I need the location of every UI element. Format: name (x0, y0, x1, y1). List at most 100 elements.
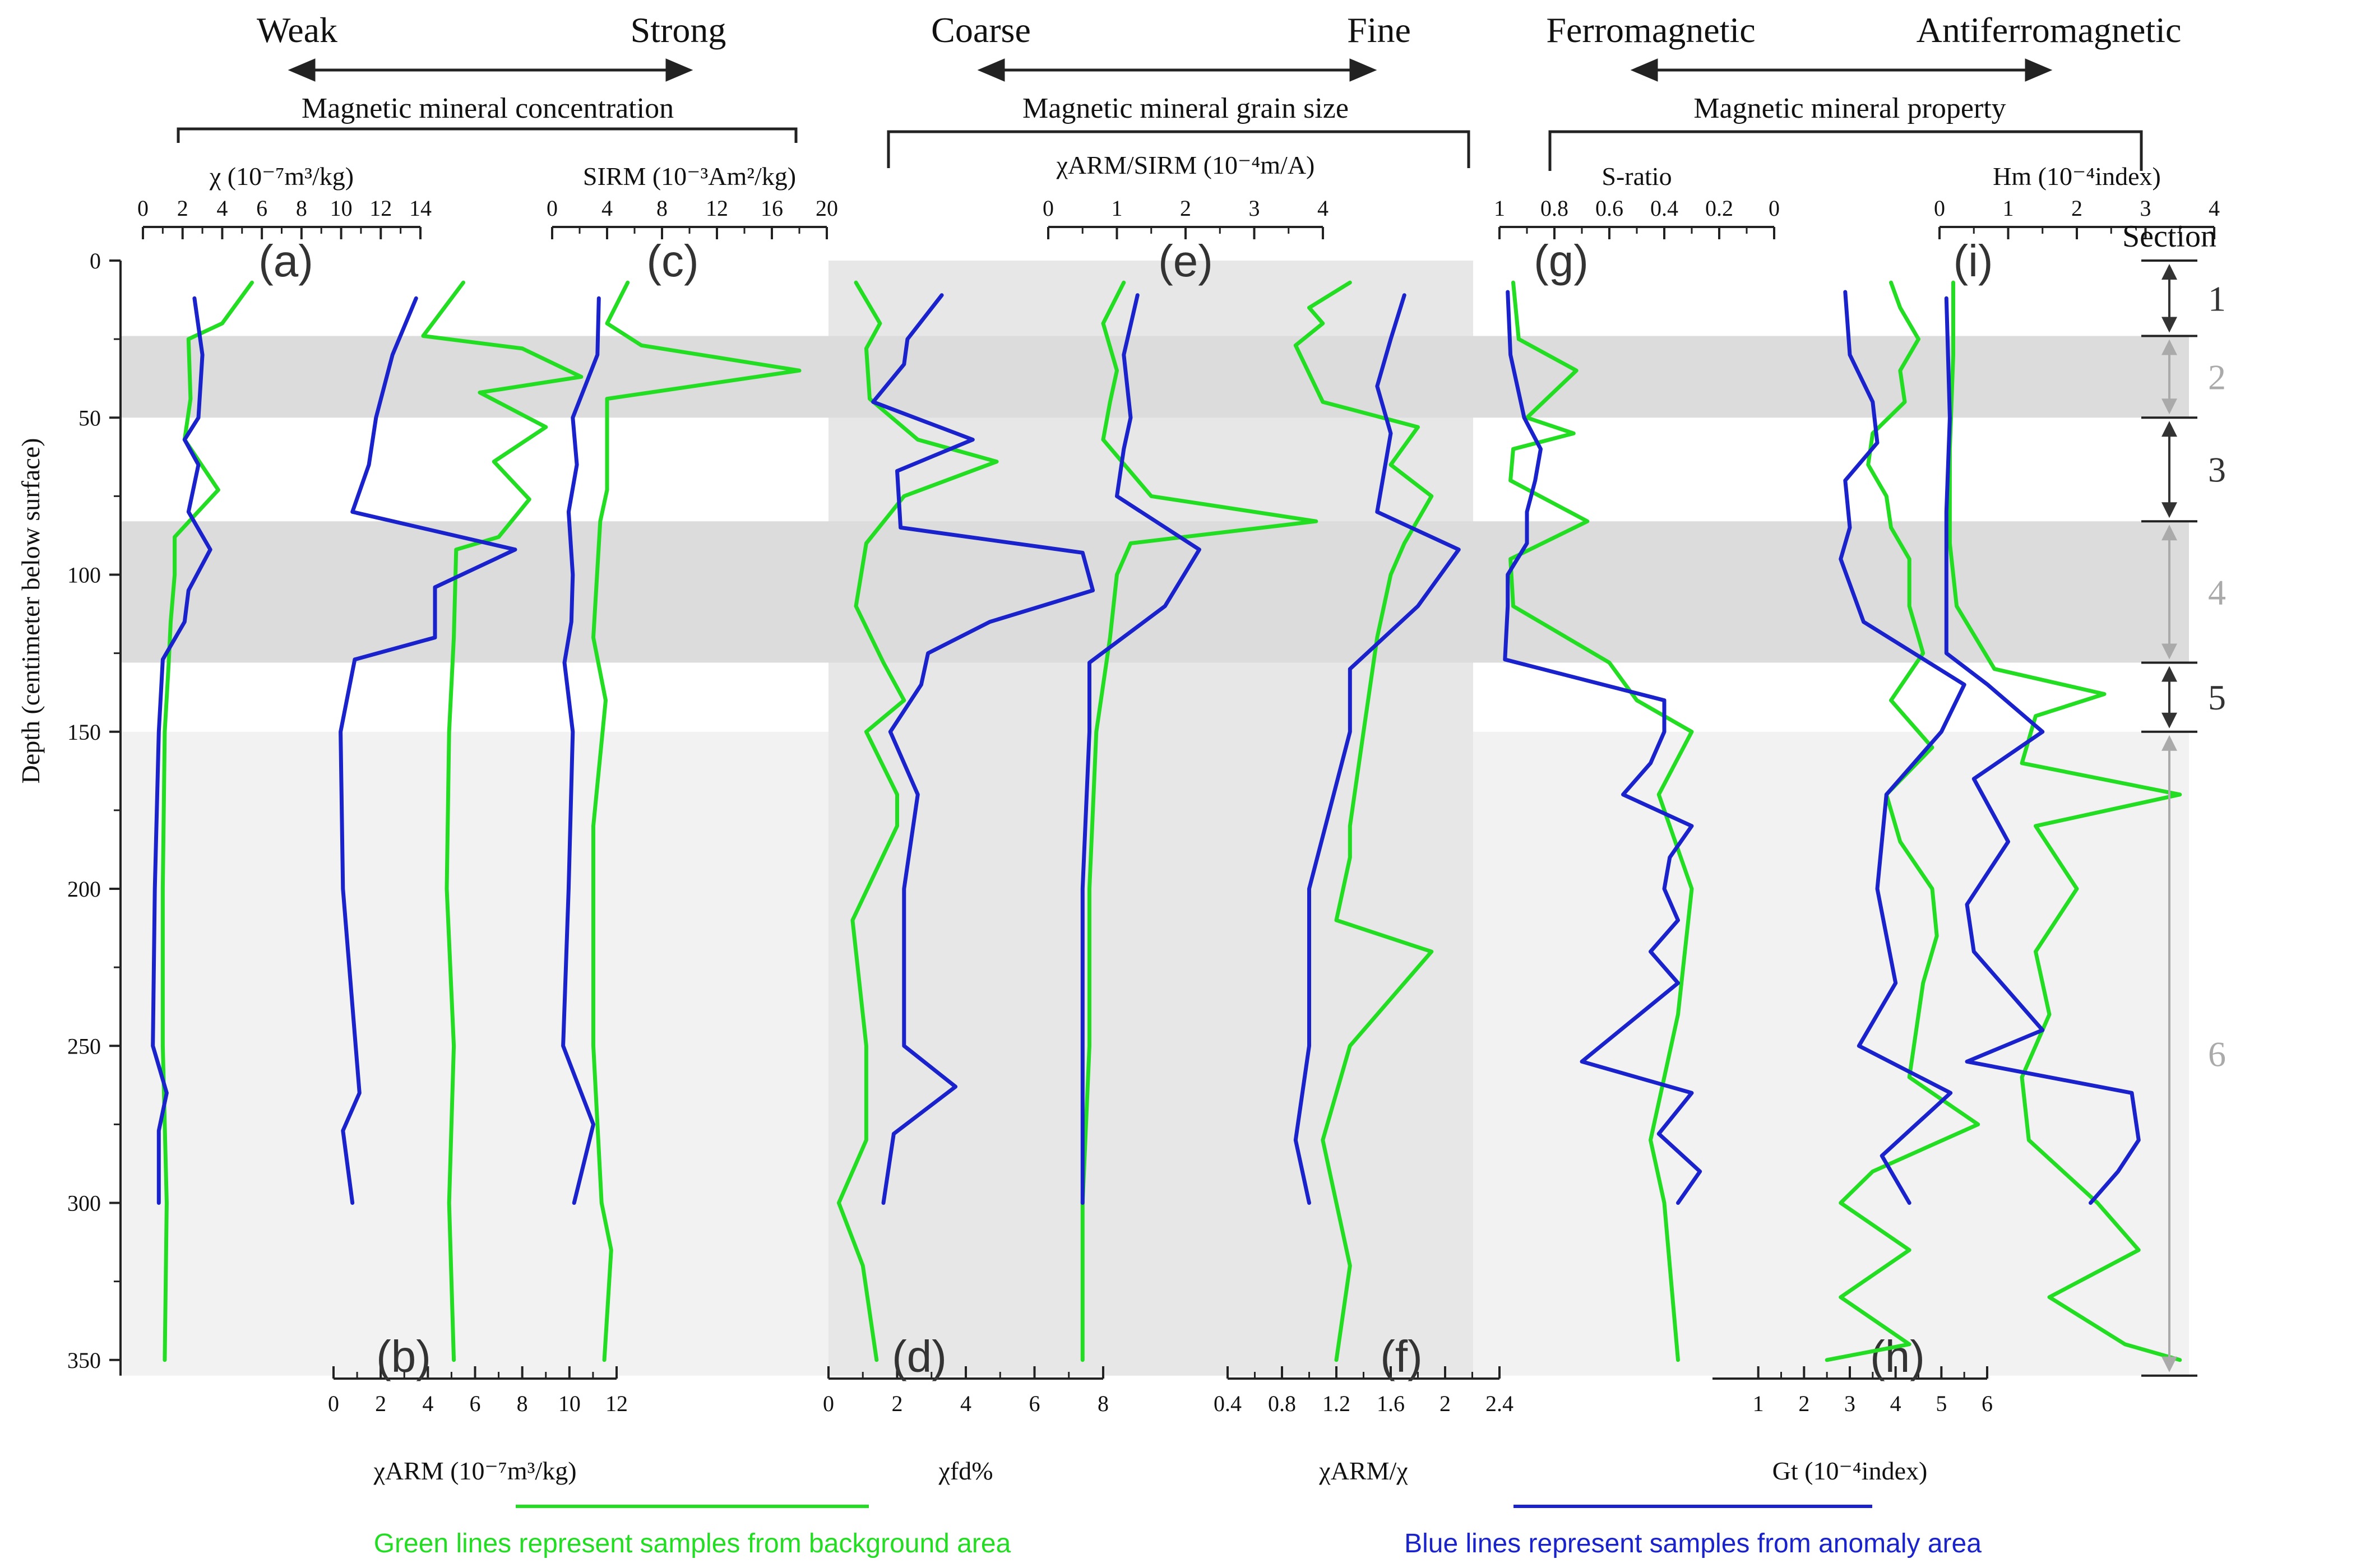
legend-green-text: Green lines represent samples from backg… (374, 1529, 1011, 1558)
x-tick-label: 0.2 (1705, 196, 1733, 221)
depth-tick-label: 150 (67, 720, 101, 745)
panel-label: (h) (1870, 1332, 1925, 1381)
x-tick-label: 6 (256, 196, 267, 221)
x-tick-label: 8 (656, 196, 668, 221)
label-strong: Strong (631, 10, 726, 50)
arrow-head-left (977, 58, 1005, 82)
x-tick-label: 12 (369, 196, 392, 221)
x-tick-label: 4 (2209, 196, 2220, 221)
section-arrow-head (2161, 502, 2177, 518)
label-grain-size: Magnetic mineral grain size (1022, 92, 1349, 124)
x-tick-label: 0.4 (1214, 1391, 1242, 1416)
legend-blue-text: Blue lines represent samples from anomal… (1404, 1529, 1982, 1558)
panel-f: 0.4 0.8 1.2 1.6 2 2.4 χARM/χ (f) (1214, 280, 1513, 1485)
x-tick-label: 14 (409, 196, 432, 221)
x-tick-label: 5 (1936, 1391, 1947, 1416)
x-tick-label: 2 (1180, 196, 1191, 221)
series-line-background (1825, 280, 1980, 1362)
panel-i: 0 1 2 3 4 Hm (10⁻⁴index) (i) (1934, 162, 2220, 1362)
label-antiferromagnetic: Antiferromagnetic (1917, 10, 2182, 50)
x-tick-label: 0.8 (1540, 196, 1568, 221)
x-tick-label: 6 (470, 1391, 481, 1416)
axis-label: S-ratio (1601, 162, 1672, 191)
x-tick-label: 8 (1098, 1391, 1109, 1416)
series-line-anomaly (1944, 296, 2141, 1205)
panel-h: 1 2 3 4 5 6 Gt (10⁻⁴index) (h) (1712, 280, 1993, 1485)
x-tick-label: 16 (761, 196, 783, 221)
x-tick-label: 6 (1029, 1391, 1040, 1416)
x-tick-label: 1 (1753, 1391, 1764, 1416)
x-tick-label: 0 (328, 1391, 339, 1416)
x-tick-label: 3 (1844, 1391, 1855, 1416)
series-line-background (421, 280, 584, 1362)
x-tick-label: 2 (2071, 196, 2082, 221)
x-tick-label: 0 (1043, 196, 1054, 221)
x-tick-label: 1.6 (1377, 1391, 1405, 1416)
depth-axis: Depth (centimeter below surface) 0 50 100 1… (16, 248, 122, 1376)
series-line-background (1947, 280, 2182, 1362)
panel-g: 1 0.8 0.6 0.4 0.2 0 S-ratio (g) (1494, 162, 1780, 1362)
bracket-grain-size (887, 130, 1470, 168)
label-weak: Weak (257, 10, 337, 50)
x-tick-label: 3 (1249, 196, 1260, 221)
x-tick-label: 4 (960, 1391, 971, 1416)
panels: 0 2 4 6 8 10 12 14χ (10⁻⁷m³/kg)(a)0 2 4 6 8 10 12χARM… (137, 151, 2220, 1485)
section-arrow-head (2161, 735, 2177, 751)
label-ferromagnetic: Ferromagnetic (1546, 10, 1755, 50)
series-line-background (160, 280, 254, 1362)
x-tick-label: 12 (605, 1391, 628, 1416)
axis-label: Hm (10⁻⁴index) (1993, 162, 2161, 191)
panel-label: (a) (258, 236, 313, 286)
label-property: Magnetic mineral property (1693, 92, 2006, 124)
depth-tick-label: 350 (67, 1348, 101, 1373)
panel-a: 0 2 4 6 8 10 12 14 χ (10⁻⁷m³/kg) (a) (137, 162, 432, 1362)
x-tick-label: 0 (1769, 196, 1780, 221)
x-tick-label: 0 (137, 196, 149, 221)
section-column: Section 1 2 3 4 5 6 (2122, 219, 2226, 1377)
series-line-anomaly (1839, 290, 1966, 1205)
axis-label: χfd% (938, 1456, 993, 1485)
x-tick-label: 2 (1439, 1391, 1451, 1416)
section-number: 3 (2208, 450, 2226, 490)
section-arrow-head (2161, 666, 2177, 682)
panel-label: (c) (646, 236, 698, 286)
section-number: 4 (2208, 572, 2226, 612)
depth-axis-label: Depth (centimeter below surface) (16, 438, 45, 784)
label-coarse: Coarse (931, 10, 1031, 50)
x-tick-label: 2.4 (1485, 1391, 1513, 1416)
panel-label: (d) (892, 1332, 947, 1381)
depth-tick-label: 100 (67, 563, 101, 588)
x-tick-label: 0 (547, 196, 558, 221)
x-tick-label: 0.4 (1650, 196, 1678, 221)
depth-tick-label: 0 (90, 248, 101, 273)
x-tick-label: 1 (1494, 196, 1505, 221)
axis-label: χARM (10⁻⁷m³/kg) (373, 1456, 576, 1485)
section-band-1 (121, 336, 2189, 418)
x-tick-label: 20 (816, 196, 838, 221)
axis-label: χ (10⁻⁷m³/kg) (209, 162, 354, 191)
section-number: 5 (2208, 678, 2226, 717)
panel-label: (e) (1158, 236, 1213, 286)
section-arrow-head (2161, 339, 2177, 355)
x-tick-label: 4 (216, 196, 228, 221)
section-arrow-head (2161, 1356, 2177, 1372)
x-tick-label: 4 (422, 1391, 433, 1416)
x-tick-label: 1 (1112, 196, 1123, 221)
series-line-anomaly (339, 296, 517, 1205)
label-fine: Fine (1347, 10, 1411, 50)
axis-label: Gt (10⁻⁴index) (1772, 1456, 1928, 1485)
x-tick-label: 0 (823, 1391, 834, 1416)
x-tick-label: 4 (1890, 1391, 1901, 1416)
section-arrow-head (2161, 398, 2177, 415)
x-tick-label: 0.6 (1595, 196, 1623, 221)
panel-label: (i) (1953, 236, 1993, 286)
x-tick-label: 1 (2003, 196, 2014, 221)
section-number: 1 (2208, 279, 2226, 318)
x-tick-label: 10 (558, 1391, 581, 1416)
x-tick-label: 6 (1982, 1391, 1993, 1416)
x-tick-label: 8 (517, 1391, 528, 1416)
axis-label: χARM/SIRM (10⁻⁴m/A) (1056, 151, 1315, 179)
depth-tick-label: 300 (67, 1191, 101, 1216)
x-tick-label: 2 (177, 196, 188, 221)
